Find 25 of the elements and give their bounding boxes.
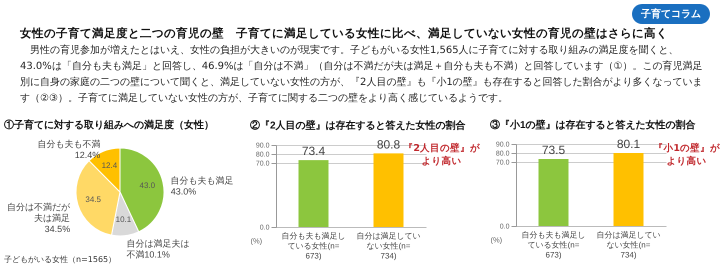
data-label: 80.1 — [616, 137, 640, 152]
slice-label: 自分は不満だが夫は満足34.5% — [7, 202, 72, 234]
data-label: 43.0 — [140, 180, 156, 190]
chart-title: ②『2人目の壁』は存在すると答えた女性の割合 — [250, 119, 467, 132]
data-label: 80.8 — [376, 137, 400, 152]
data-label: 73.4 — [302, 144, 326, 158]
text: 子育てコラム — [632, 4, 710, 24]
chart-title: ③『小1の壁』は存在すると答えた女性の割合 — [490, 119, 697, 132]
slice-label: 自分も夫も満足43.0% — [170, 176, 234, 197]
slice-label: 自分も夫も不満12.4% — [37, 138, 100, 160]
text: 子どもがいる女性（n=1565） — [4, 254, 116, 265]
data-label: 10.1 — [116, 214, 132, 224]
text: 男性の育児参加が増えたとはいえ、女性の負担が大きいのが現実です。子どもがいる女性1,565人に子育てに対する取り組みの満足度を聞くと、43.0%は「自分も夫も満足」と回答し、46.9%は「自分は不満」（自分は不満だが夫は満足＋自分も夫も不満）と回答しています（①）。この育児満足別に自身の家庭の二つの壁について聞くと、満足していない女性の方が、『2人目の壁』も『小1の壁』も存在すると回答した割合がより多くなっています（②③）。子育てに満足していない女性の方が、子育てに関する二つの壁をより高く感じているようです。 — [20, 44, 704, 106]
text: 女性の子育て満足度と二つの育児の壁 子育てに満足している女性に比べ、満足していない女性の育児の壁はさらに高く — [20, 26, 668, 41]
x-tick-label: 自分は満足していない女性(n=734) — [596, 230, 660, 260]
x-tick-label: 自分は満足していない女性(n=734) — [356, 232, 420, 260]
x-tick-label: 自分も夫も満足している女性(n=673) — [282, 232, 346, 260]
slice-label: 自分は満足夫は不満10.1% — [126, 238, 190, 260]
data-label: 34.5 — [85, 195, 102, 204]
annotation: 『小1の壁』がより高い — [653, 142, 720, 168]
annotation: 『2人目の壁』がより高い — [403, 142, 480, 168]
x-tick-label: 自分も夫も満足している女性(n=673) — [522, 230, 586, 260]
data-label: 12.4 — [102, 161, 118, 170]
chart-title: ①子育てに対する取り組みへの満足度（女性） — [4, 119, 214, 131]
data-label: 73.5 — [542, 143, 566, 158]
